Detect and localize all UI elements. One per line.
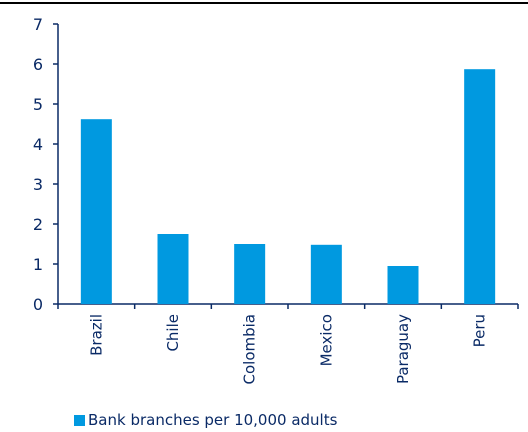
y-tick-label: 3 bbox=[33, 175, 43, 194]
y-tick-label: 6 bbox=[33, 55, 43, 74]
y-tick-label: 2 bbox=[33, 215, 43, 234]
legend-label: Bank branches per 10,000 adults bbox=[88, 411, 338, 429]
legend-swatch bbox=[74, 415, 85, 426]
category-label: Brazil bbox=[87, 314, 105, 356]
legend: Bank branches per 10,000 adults bbox=[74, 411, 338, 429]
bar-paraguay bbox=[387, 266, 419, 304]
bar-peru bbox=[464, 69, 496, 304]
bar-chile bbox=[157, 234, 189, 304]
y-tick-label: 5 bbox=[33, 95, 43, 114]
y-tick-label: 7 bbox=[33, 15, 43, 34]
bar-mexico bbox=[310, 244, 342, 304]
bar-brazil bbox=[80, 119, 112, 304]
category-label: Mexico bbox=[317, 314, 335, 366]
y-tick-label: 0 bbox=[33, 295, 43, 314]
category-label: Chile bbox=[164, 314, 182, 352]
bars bbox=[80, 69, 496, 304]
bar-colombia bbox=[234, 244, 266, 304]
y-axis: 0 1 2 3 4 5 6 7 bbox=[33, 15, 59, 314]
category-label: Paraguay bbox=[394, 314, 412, 384]
y-tick-label: 1 bbox=[33, 255, 43, 274]
category-label: Peru bbox=[471, 314, 489, 347]
category-label: Colombia bbox=[241, 314, 259, 385]
y-tick-label: 4 bbox=[33, 135, 43, 154]
x-axis: Brazil Chile Colombia Mexico Paraguay Peru bbox=[57, 303, 519, 385]
